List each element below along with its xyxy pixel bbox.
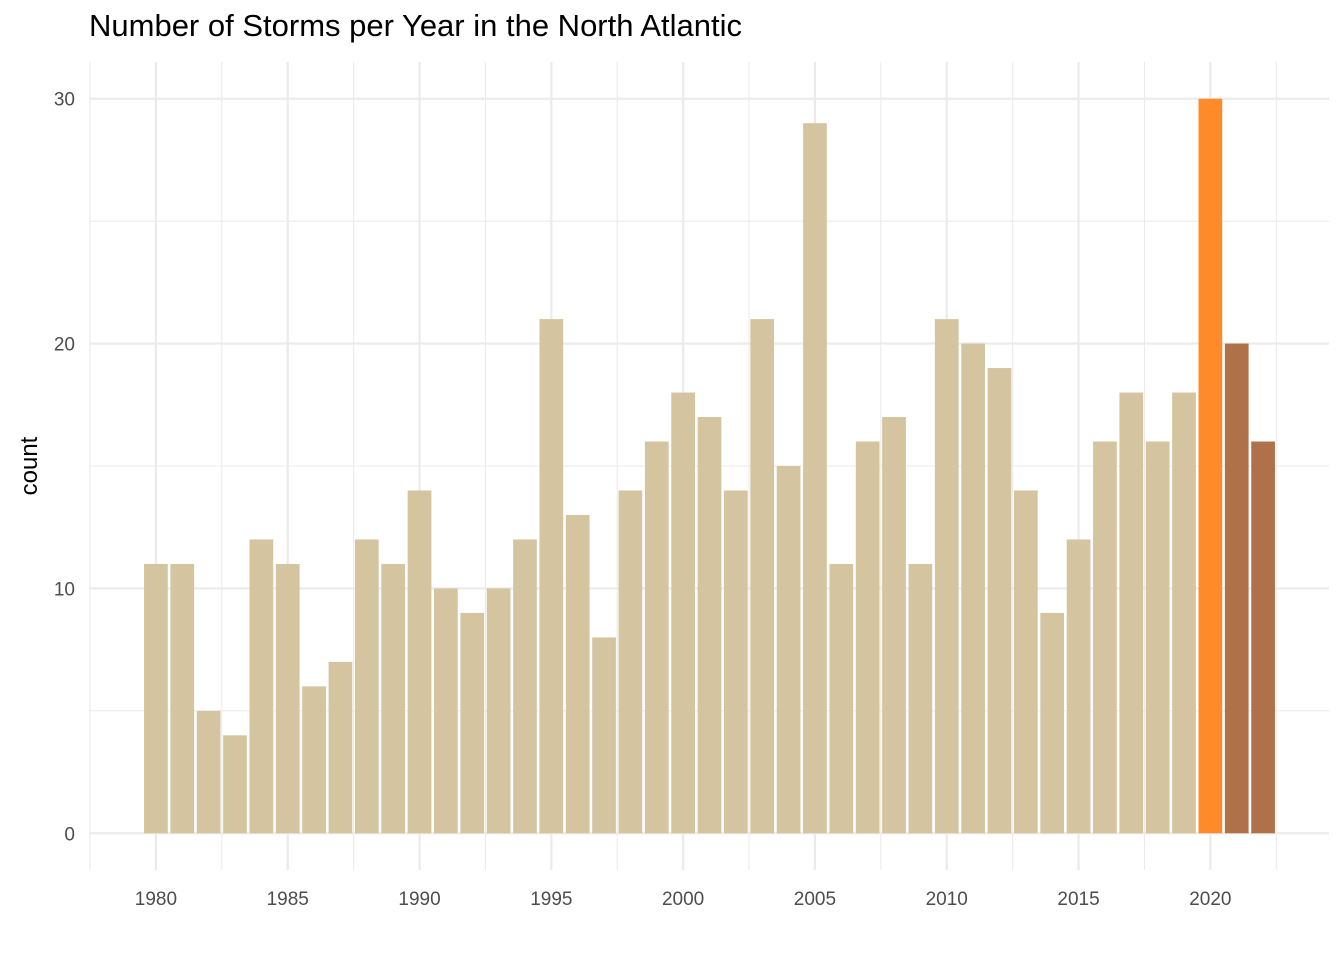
bar-1989 xyxy=(381,563,406,834)
x-tick-label: 1995 xyxy=(530,889,572,910)
bar-1990 xyxy=(407,490,432,834)
x-tick-label: 1985 xyxy=(267,889,309,910)
x-tick-label: 2010 xyxy=(926,889,968,910)
bar-2001 xyxy=(697,417,722,834)
bar-1996 xyxy=(565,514,590,834)
bar-1997 xyxy=(592,637,616,834)
bar-2007 xyxy=(855,441,880,834)
bar-1995 xyxy=(539,319,564,834)
tick-labels: 0 10 20 30 1980 1985 1990 1995 2000 2005 2010 2015 2… xyxy=(54,90,1232,910)
bar-2008 xyxy=(882,417,906,834)
bar-1988 xyxy=(354,539,379,834)
bar-2002 xyxy=(723,490,748,834)
bar-1998 xyxy=(618,490,643,834)
y-tick-label: 0 xyxy=(64,824,75,845)
y-tick-label: 20 xyxy=(54,335,75,356)
y-tick-label: 10 xyxy=(54,579,75,600)
bar-2019 xyxy=(1172,392,1196,834)
bar-1986 xyxy=(302,686,326,834)
bar-1992 xyxy=(460,612,485,834)
bars xyxy=(144,98,1275,834)
bar-2016 xyxy=(1093,441,1117,834)
bar-1993 xyxy=(486,588,511,834)
bar-2009 xyxy=(908,563,933,834)
bar-2011 xyxy=(961,343,985,834)
x-tick-label: 1980 xyxy=(135,889,177,910)
bar-2020 xyxy=(1198,98,1223,834)
bar-2021 xyxy=(1224,343,1249,834)
bar-1994 xyxy=(513,539,537,834)
y-tick-label: 30 xyxy=(54,90,75,111)
bar-2003 xyxy=(750,319,775,834)
bar-2013 xyxy=(1013,490,1038,834)
x-tick-label: 2015 xyxy=(1057,889,1099,910)
bar-2000 xyxy=(671,392,696,834)
bar-2017 xyxy=(1119,392,1144,834)
bar-1984 xyxy=(249,539,274,834)
bar-1985 xyxy=(275,563,300,834)
bar-2004 xyxy=(776,466,801,834)
bar-1999 xyxy=(644,441,669,834)
bar-2015 xyxy=(1066,539,1091,834)
bar-2014 xyxy=(1040,612,1065,834)
bar-2006 xyxy=(829,563,854,834)
chart-title: Number of Storms per Year in the North A… xyxy=(89,8,743,43)
bar-2022 xyxy=(1251,441,1275,834)
bar-2012 xyxy=(987,368,1012,834)
x-tick-label: 2005 xyxy=(794,889,836,910)
bar-1980 xyxy=(144,563,168,834)
bar-1983 xyxy=(223,735,247,834)
x-tick-label: 1990 xyxy=(398,889,440,910)
bar-1982 xyxy=(196,710,221,834)
x-tick-label: 2020 xyxy=(1189,889,1231,910)
bar-1991 xyxy=(434,588,458,834)
bar-1987 xyxy=(328,661,353,834)
x-tick-label: 2000 xyxy=(662,889,704,910)
y-axis-label: count xyxy=(16,436,43,495)
bar-2005 xyxy=(803,123,827,834)
bar-2018 xyxy=(1145,441,1170,834)
bar-1981 xyxy=(170,563,195,834)
bar-2010 xyxy=(934,319,959,834)
